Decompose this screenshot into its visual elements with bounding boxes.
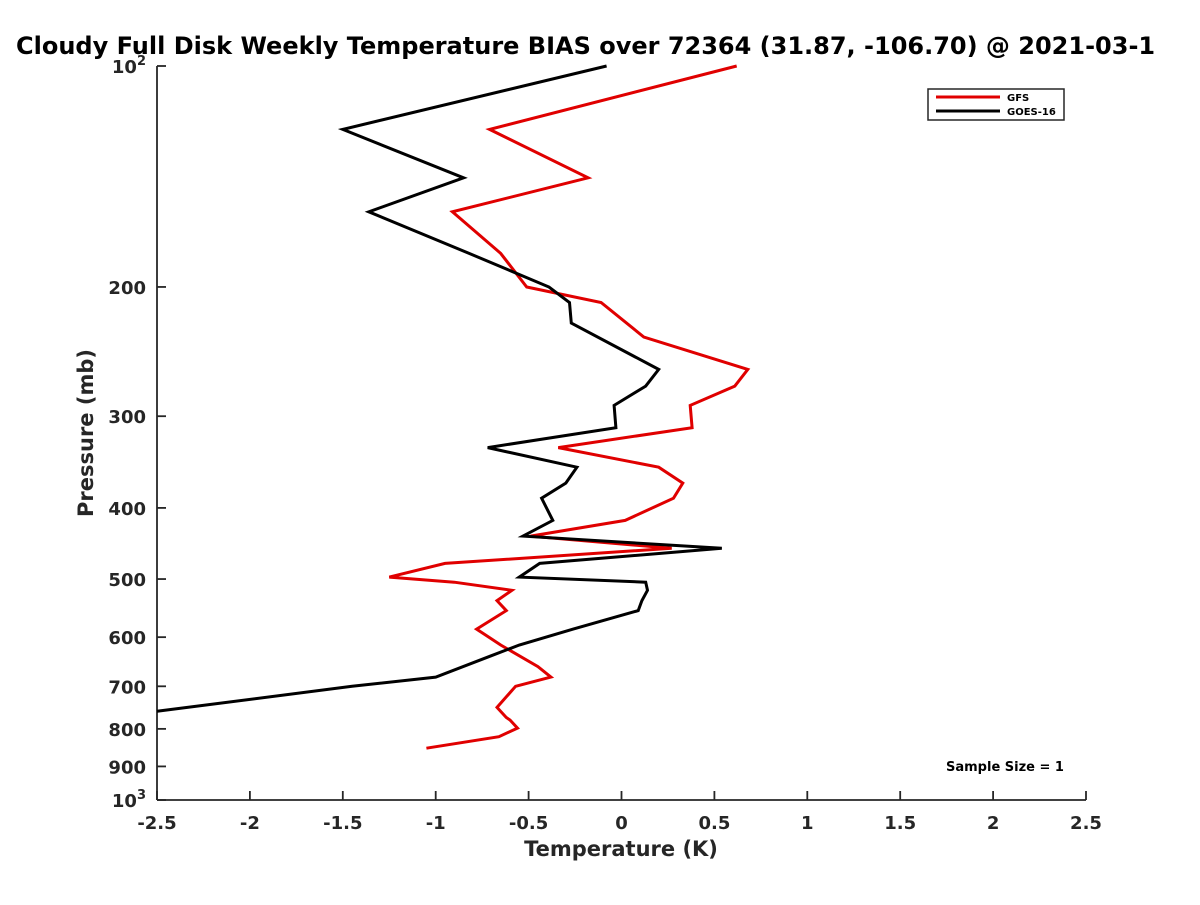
- y-tick-label: 102: [112, 54, 146, 78]
- x-tick-label: -2.5: [137, 813, 176, 834]
- x-tick-label: 2.5: [1070, 813, 1102, 834]
- x-tick-label: -0.5: [509, 813, 548, 834]
- legend-box: [927, 88, 1065, 121]
- x-axis-label: Temperature (K): [524, 837, 718, 861]
- chart-title: Cloudy Full Disk Weekly Temperature BIAS…: [16, 32, 1155, 60]
- y-tick-label: 500: [108, 570, 146, 591]
- y-tick-label: 600: [108, 628, 146, 649]
- y-tick-label: 400: [108, 499, 146, 520]
- y-tick-label: 300: [108, 407, 146, 428]
- sample-size-annotation: Sample Size = 1: [946, 760, 1064, 775]
- x-tick-label: 1.5: [884, 813, 916, 834]
- y-tick-label: 900: [108, 757, 146, 778]
- x-tick-label: 0.5: [698, 813, 730, 834]
- x-tick-label: 1: [801, 813, 814, 834]
- y-axis-label: Pressure (mb): [74, 349, 98, 517]
- axes: -2.5 -2 -1.5 -1 -0.5 0 0.5 1 1.5 2 2.5 102 200 300 400…: [108, 54, 1102, 834]
- series-layer: [156, 64, 751, 750]
- legend-label: GFS: [1007, 93, 1029, 104]
- y-tick-label: 103: [112, 788, 146, 812]
- x-tick-label: -2: [240, 813, 260, 834]
- y-tick-label: 800: [108, 720, 146, 741]
- y-tick-label: 700: [108, 677, 146, 698]
- x-tick-label: -1.5: [323, 813, 362, 834]
- x-tick-label: 2: [987, 813, 1000, 834]
- x-tick-label: -1: [426, 813, 446, 834]
- legend: GFS GOES-16: [927, 88, 1065, 121]
- x-tick-label: 0: [615, 813, 628, 834]
- y-tick-label: 200: [108, 278, 146, 299]
- legend-label: GOES-16: [1007, 107, 1056, 118]
- series-line-goes-16: [156, 64, 722, 713]
